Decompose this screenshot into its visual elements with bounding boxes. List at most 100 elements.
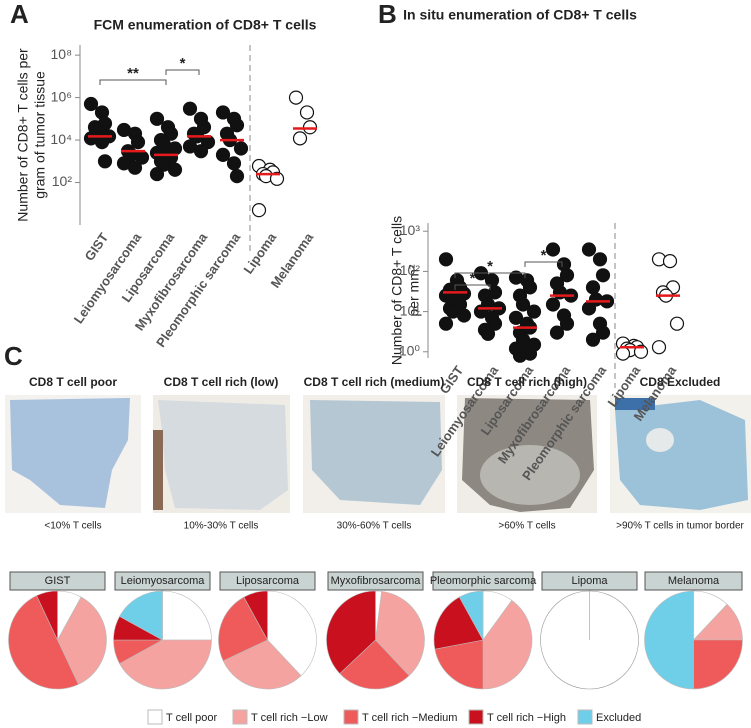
data-point (215, 147, 231, 163)
pie-slice (8, 595, 79, 690)
panel-label: B (378, 0, 397, 29)
panel-title: Pleomorphic sarcoma (430, 575, 537, 587)
image-title: CD8 T cell rich (low) (164, 375, 279, 389)
pie-slice (693, 639, 743, 690)
pie-slice (36, 590, 58, 641)
data-point (595, 268, 611, 283)
pie-slice (375, 591, 425, 677)
legend-label: T cell poor (166, 712, 217, 724)
panel-header (541, 571, 638, 591)
chart-title: FCM enumeration of CD8+ T cells (94, 17, 317, 33)
pie-slice (222, 639, 302, 690)
y-axis-label: gram of tumor tissue (32, 71, 48, 199)
data-point (487, 316, 503, 331)
pie-slice (482, 599, 533, 690)
pie-slice (339, 639, 410, 690)
y-tick-label: 10⁰ (399, 342, 421, 358)
data-point (585, 332, 601, 347)
data-point (669, 316, 685, 331)
y-tick-label: 10² (52, 173, 73, 189)
data-point (127, 160, 143, 175)
significance-bracket (524, 261, 563, 267)
image-title: CD8 T cell rich (medium) (304, 375, 445, 389)
data-point (549, 325, 565, 340)
data-point (595, 325, 611, 340)
data-point (193, 144, 209, 159)
data-point (633, 344, 649, 359)
y-tick-label: 10³ (400, 222, 421, 238)
panel-header (327, 571, 424, 591)
legend-label: T cell rich −Low (251, 712, 328, 724)
significance-label: * (541, 247, 547, 264)
data-point (130, 135, 146, 150)
significance-bracket (99, 79, 167, 85)
data-point (545, 297, 561, 312)
data-point (149, 111, 165, 126)
pie-slice (267, 590, 317, 677)
data-point (292, 131, 308, 146)
pie-slice (644, 590, 694, 690)
y-tick-label: 10² (400, 262, 421, 278)
data-point (559, 316, 575, 331)
data-point (512, 348, 528, 363)
data-point (480, 326, 496, 341)
data-point (526, 304, 542, 319)
x-tick-label: GIST (82, 230, 112, 264)
legend-swatch (232, 709, 248, 725)
image-caption: 30%-60% T cells (337, 521, 412, 532)
y-tick-label: 10⁸ (51, 46, 73, 62)
panel-header (114, 571, 211, 591)
image-caption: >60% T cells (498, 521, 555, 532)
y-tick-label: 10⁴ (50, 131, 72, 147)
data-point (438, 252, 454, 267)
image-caption: <10% T cells (44, 521, 101, 532)
data-point (456, 308, 472, 323)
data-point (229, 118, 245, 133)
panel-header (219, 571, 316, 591)
pie-slice (218, 596, 268, 662)
legend-swatch (577, 709, 593, 725)
panel-title: Lipoma (571, 575, 608, 587)
data-point (515, 297, 531, 312)
pie-slice (119, 639, 212, 690)
data-point (251, 203, 267, 218)
y-tick-label: 10⁶ (51, 88, 72, 104)
image-title: CD8 T cell poor (29, 375, 117, 389)
data-point (508, 310, 524, 325)
data-point (299, 105, 315, 120)
pie-slice (434, 639, 484, 690)
data-point (559, 268, 575, 283)
data-point (233, 141, 249, 156)
data-point (615, 346, 631, 361)
pie-slice (243, 590, 268, 641)
data-point (269, 171, 285, 186)
legend-swatch (147, 709, 163, 725)
significance-bracket (454, 284, 491, 290)
data-point (522, 280, 538, 295)
data-point (585, 280, 601, 295)
panel-header (9, 571, 106, 591)
y-tick-label: 10¹ (400, 302, 421, 318)
image-title: CD8 Excluded (640, 375, 721, 389)
panel-header (644, 571, 743, 591)
data-point (163, 126, 179, 141)
significance-label: * (470, 270, 476, 287)
x-tick-label: Lipoma (240, 229, 279, 276)
data-point (545, 242, 561, 257)
histology-images (5, 395, 751, 513)
data-point (182, 101, 198, 116)
pie-slice (162, 590, 212, 641)
data-point (97, 154, 113, 169)
y-axis-label: Number of CD8+ T cells per (15, 48, 31, 222)
panel-label: C (4, 341, 23, 371)
panel-title: Liposarcoma (236, 575, 300, 587)
data-point (226, 156, 242, 171)
data-point (167, 162, 183, 177)
panel-title: Melanoma (668, 575, 720, 587)
panel-title: Myxofibrosarcoma (331, 575, 422, 587)
chart-title: In situ enumeration of CD8+ T cells (403, 7, 637, 23)
significance-label: ** (127, 65, 139, 82)
image-title: CD8 T cell rich (high) (467, 375, 587, 389)
panel-title: GIST (45, 575, 71, 587)
